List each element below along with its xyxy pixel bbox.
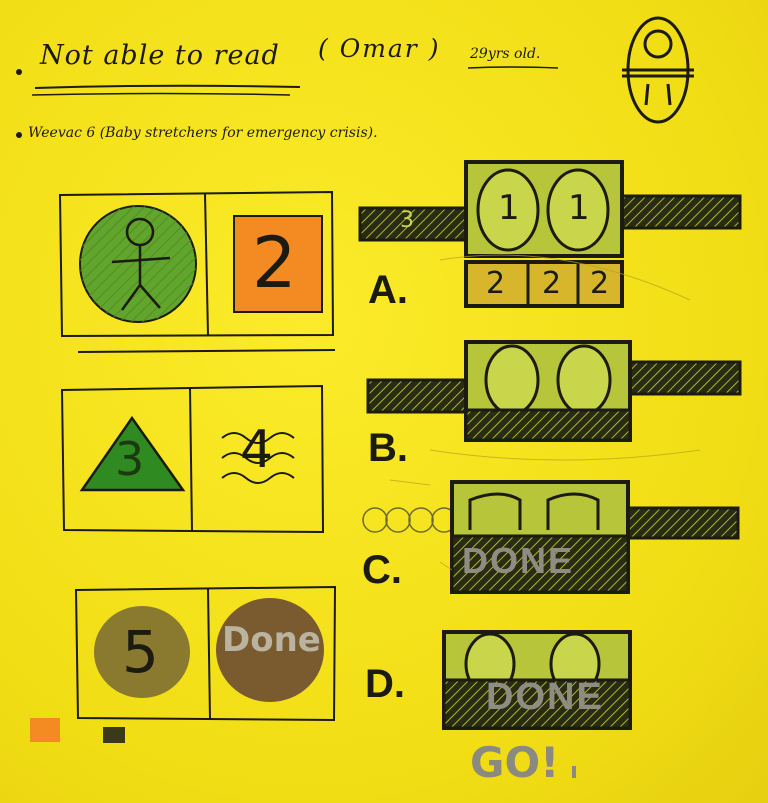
pencil-guides <box>389 254 701 571</box>
device-d <box>442 630 632 778</box>
note-name: ( Omar ) <box>318 34 441 63</box>
panel-number-2: 2 <box>252 222 297 304</box>
go-label: GO! <box>470 738 560 787</box>
title-underline <box>34 84 301 89</box>
panel-number-3: 3 <box>115 432 145 486</box>
slot-number-1: 1 <box>498 188 520 228</box>
belt-number: 3 <box>400 208 414 233</box>
slot-number-2: 1 <box>568 188 590 228</box>
tray-number-1: 2 <box>486 266 506 301</box>
dark-swatch <box>103 727 125 743</box>
panel-row-3 <box>74 585 337 722</box>
step-label-c: C. <box>362 548 402 592</box>
done-label-d: DONE <box>486 676 604 718</box>
done-blob <box>216 598 324 702</box>
device-a <box>358 160 742 308</box>
step-label-b: B. <box>368 426 408 470</box>
age-underline <box>467 66 559 69</box>
panel-row-2 <box>60 384 325 534</box>
baby-stretcher-icon <box>622 16 694 124</box>
bullet-2 <box>16 132 22 138</box>
wave-icon <box>221 432 295 484</box>
conveyor-rollers <box>362 507 457 533</box>
step-label-d: D. <box>365 662 405 706</box>
panel-row-1 <box>58 190 336 353</box>
stick-figure-icon <box>111 217 171 311</box>
panel-done-label: Done <box>222 620 321 660</box>
orange-swatch <box>30 718 60 742</box>
triangle-panel <box>79 415 186 492</box>
tray-number-3: 2 <box>590 266 610 301</box>
note-title: Not able to read <box>40 40 280 71</box>
panel-number-5: 5 <box>122 618 159 686</box>
note-subtitle: Weevac 6 (Baby stretchers for emergency … <box>28 125 378 141</box>
orange-panel <box>233 215 323 313</box>
panel-number-4: 4 <box>240 420 274 480</box>
bullet-1 <box>16 69 22 75</box>
step-label-a: A. <box>368 268 408 312</box>
device-b <box>366 340 742 442</box>
device-c <box>362 480 740 594</box>
note-age: 29yrs old. <box>470 46 541 62</box>
brown-blob <box>94 606 190 698</box>
done-label-c: DONE <box>462 540 575 581</box>
tray-number-2: 2 <box>542 266 562 301</box>
